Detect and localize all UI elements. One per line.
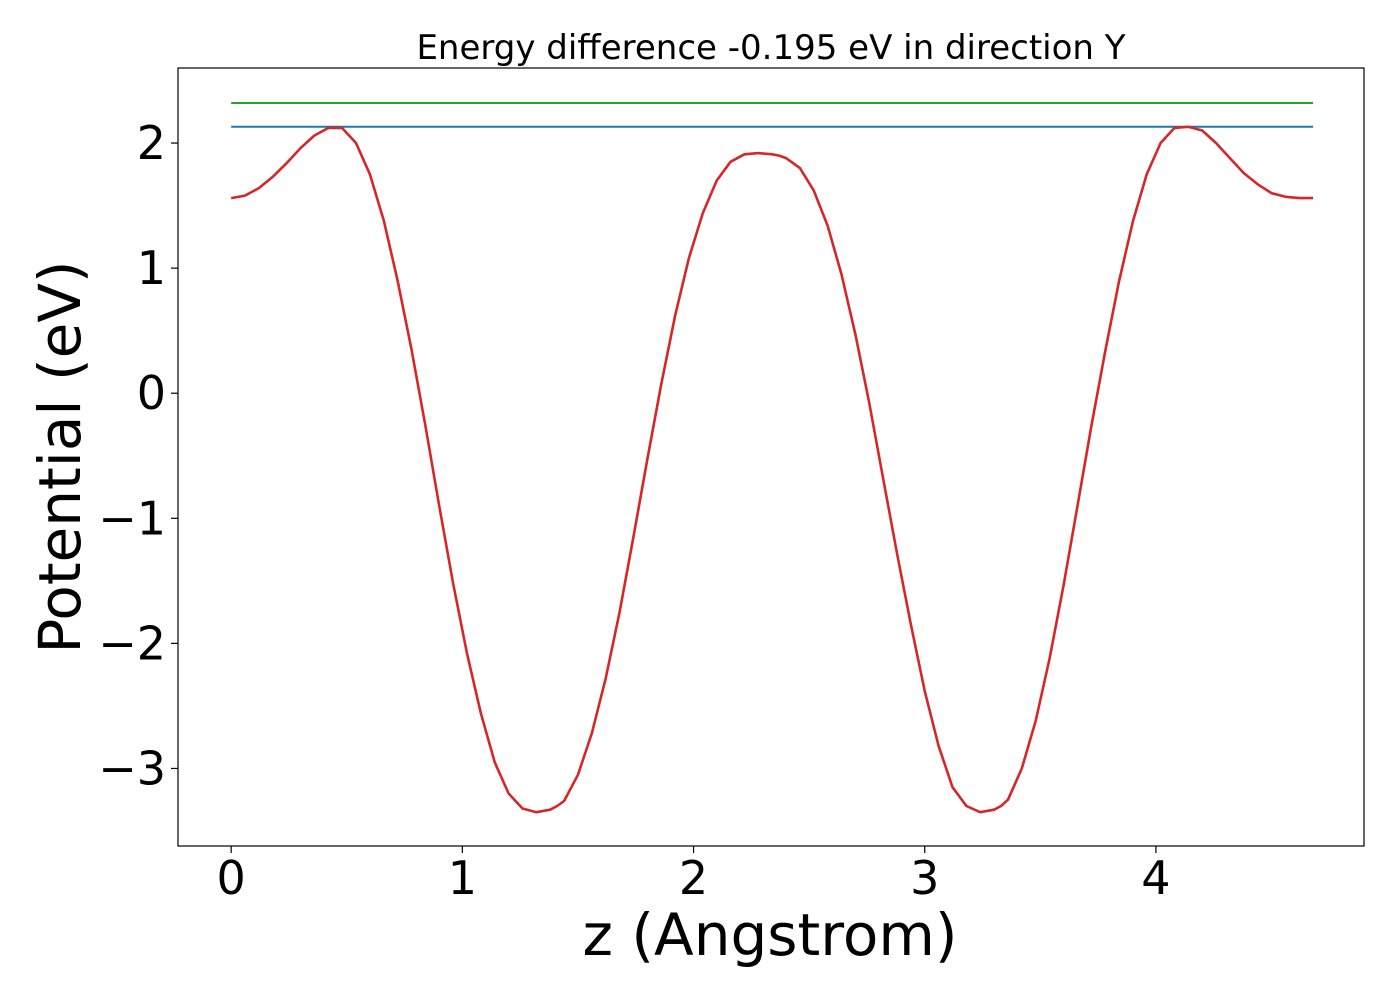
series-layer [230,102,1314,814]
chart-title: Energy difference -0.195 eV in direction… [416,28,1125,68]
y-tick-label: 0 [137,366,166,420]
x-tick-label: 3 [910,851,939,905]
x-tick-label: 1 [448,851,477,905]
y-axis-label: Potential (eV) [26,260,94,653]
y-tick-label: −2 [98,616,166,670]
series-line-0 [230,125,1314,814]
y-tick-label: −3 [98,741,166,795]
x-axis-ticks: 0 1 2 3 4 [217,846,1171,905]
y-axis-ticks: −3 −2 −1 0 1 2 [98,116,178,795]
y-tick-label: −1 [98,491,166,545]
y-tick-label: 2 [137,116,166,170]
x-tick-label: 0 [217,851,246,905]
plot-frame [177,67,1365,847]
x-tick-label: 2 [679,851,708,905]
x-axis-label: z (Angstrom) [583,901,958,969]
y-tick-label: 1 [137,241,166,295]
x-tick-label: 4 [1141,851,1170,905]
